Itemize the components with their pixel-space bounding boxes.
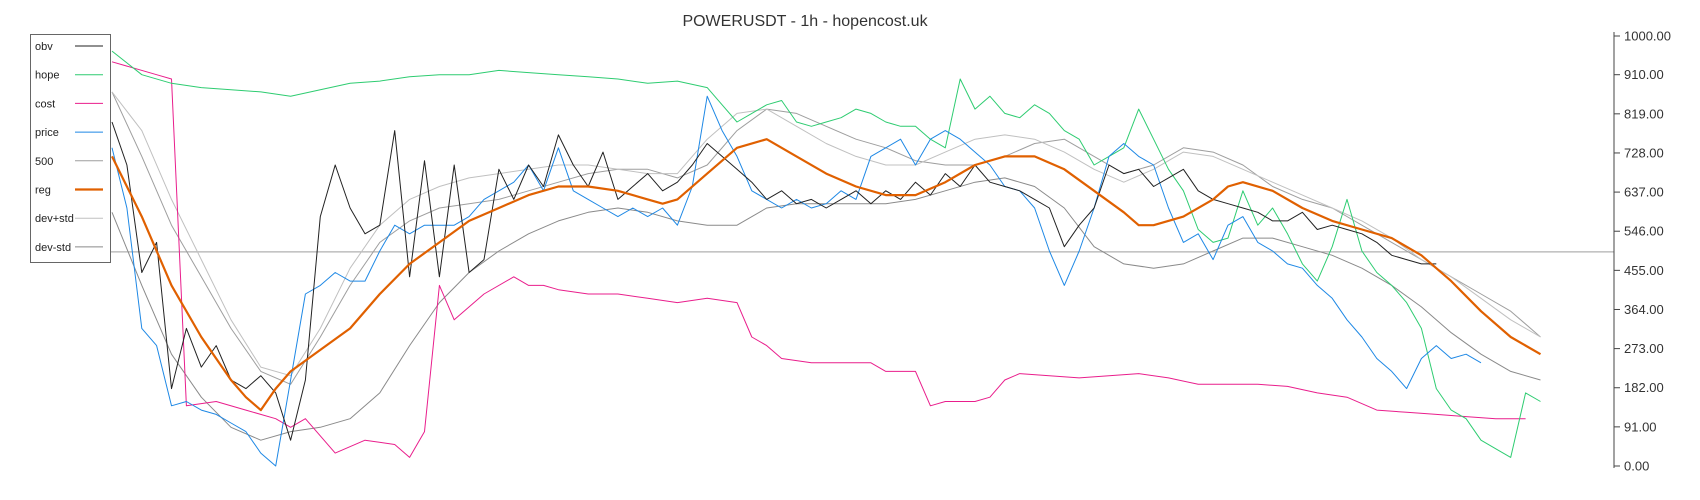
chart-title: POWERUSDT - 1h - hopencost.uk xyxy=(682,13,928,30)
y-tick-label: 819.00 xyxy=(1624,106,1664,121)
y-tick-label: 1000.00 xyxy=(1624,29,1671,44)
legend-label: obv xyxy=(35,41,53,53)
legend-label: price xyxy=(35,127,59,139)
y-tick-label: 637.00 xyxy=(1624,185,1664,200)
legend: obv hope cost price 500 reg dev+std dev-std xyxy=(30,34,111,263)
series-line-500 xyxy=(111,91,1541,385)
legend-label: reg xyxy=(35,185,51,197)
series-line-hope xyxy=(111,50,1541,458)
y-tick-label: 91.00 xyxy=(1624,419,1657,434)
series-line-reg xyxy=(111,138,1542,412)
legend-label: cost xyxy=(35,98,55,110)
y-tick-label: 546.00 xyxy=(1624,224,1664,239)
y-axis: 0.00 91.00 182.00 273.00 364.00 455.00 546.00 6… xyxy=(1613,29,1671,474)
series-line-dev-std xyxy=(111,91,1541,377)
legend-label: dev+std xyxy=(35,213,74,225)
y-tick-label: 910.00 xyxy=(1624,67,1664,82)
y-tick-label: 273.00 xyxy=(1624,341,1664,356)
legend-label: 500 xyxy=(35,156,53,168)
y-tick-label: 0.00 xyxy=(1624,459,1649,474)
y-tick-label: 182.00 xyxy=(1624,380,1664,395)
legend-box xyxy=(30,34,111,263)
series-line-obv xyxy=(111,121,1437,441)
series-line-cost xyxy=(111,61,1526,458)
y-tick-label: 455.00 xyxy=(1624,263,1664,278)
series-line-price xyxy=(111,95,1482,467)
legend-label: hope xyxy=(35,70,59,82)
y-tick-label: 728.00 xyxy=(1624,145,1664,160)
series-layer xyxy=(111,50,1542,467)
y-tick-label: 364.00 xyxy=(1624,302,1664,317)
legend-label: dev-std xyxy=(35,242,71,254)
